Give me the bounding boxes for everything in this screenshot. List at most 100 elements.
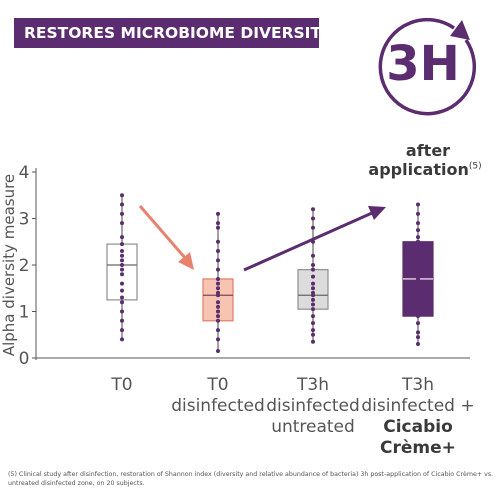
data-point (120, 202, 124, 207)
y-tick-label: 1 (19, 303, 30, 323)
data-point (311, 267, 315, 272)
data-point (216, 318, 220, 323)
data-point (311, 274, 315, 279)
data-point (120, 337, 124, 342)
chart-arrows (138, 205, 386, 272)
data-point (120, 258, 124, 263)
y-tick-label: 2 (19, 256, 30, 276)
badge-note-ref: (5) (468, 161, 482, 172)
data-point (416, 307, 420, 312)
data-point (120, 267, 124, 272)
box-series-2 (202, 211, 234, 354)
increase-arrow-head (368, 206, 386, 220)
data-point (416, 239, 420, 244)
data-point (416, 276, 420, 281)
data-point (311, 286, 315, 291)
x-tick-label: T0 (206, 375, 228, 395)
badge-application-text: application (368, 160, 469, 179)
data-point (416, 321, 420, 326)
chart-boxes (106, 193, 434, 354)
data-point (416, 330, 420, 335)
data-point (216, 249, 220, 254)
data-point (416, 211, 420, 216)
decrease-arrow-line (138, 205, 188, 260)
data-point (416, 267, 420, 272)
data-point (416, 272, 420, 277)
data-point (311, 314, 315, 319)
data-point (311, 253, 315, 258)
decrease-arrow-head (178, 252, 194, 270)
box-series-4 (402, 202, 434, 347)
x-tick-label: disinfected (266, 396, 360, 416)
chart-x-labels: T0 T0disinfectedT3hdisinfecteduntreatedT3… (110, 375, 474, 458)
data-point (311, 307, 315, 312)
data-point (120, 272, 124, 277)
time-badge: 3H (370, 10, 496, 136)
data-point (120, 281, 124, 286)
data-point (216, 239, 220, 244)
increase-arrow-line (243, 211, 373, 272)
data-point (216, 349, 220, 354)
data-point (311, 293, 315, 298)
data-point (416, 281, 420, 286)
data-point (120, 288, 124, 293)
data-point (311, 207, 315, 212)
data-point (216, 281, 220, 286)
box-series-1 (106, 193, 138, 342)
x-tick-label: disinfected + (361, 396, 474, 416)
data-point (216, 267, 220, 272)
data-point (416, 290, 420, 295)
data-point (120, 249, 124, 254)
data-point (120, 328, 124, 333)
data-point (311, 225, 315, 230)
data-point (311, 302, 315, 307)
y-tick-label: 4 (19, 163, 30, 183)
x-tick-label: T3h (401, 375, 434, 395)
data-point (120, 318, 124, 323)
y-axis-title: Alpha diversity measure (0, 174, 18, 356)
data-point (216, 300, 220, 305)
data-point (216, 328, 220, 333)
data-point (416, 221, 420, 226)
data-point (311, 321, 315, 326)
data-point (120, 295, 124, 300)
y-tick-label: 0 (19, 349, 30, 369)
y-tick-label: 3 (19, 210, 30, 230)
headline-banner: RESTORES MICROBIOME DIVERSITY (14, 18, 332, 48)
data-point (120, 242, 124, 247)
data-point (216, 276, 220, 281)
data-point (416, 300, 420, 305)
x-tick-label: Crème+ (380, 438, 456, 458)
data-point (311, 263, 315, 267)
data-point (120, 309, 124, 314)
data-point (216, 225, 220, 230)
data-point (311, 328, 315, 333)
badge-after-label: after (405, 141, 451, 160)
data-point (120, 235, 124, 240)
badge-time-label: 3H (386, 36, 460, 92)
footnote: (5) Clinical study after disinfection, r… (8, 471, 494, 487)
data-point (216, 258, 220, 263)
data-point (416, 335, 420, 340)
x-tick-label: Cicabio (383, 417, 453, 437)
data-point (416, 228, 420, 233)
data-point (120, 300, 124, 305)
data-point (311, 281, 315, 286)
data-point (311, 216, 315, 221)
data-point (416, 258, 420, 263)
badge-application-label: application(5) (351, 160, 499, 179)
data-point (120, 253, 124, 258)
data-point (120, 263, 124, 267)
circular-arrow-icon (378, 17, 477, 116)
x-tick-label: disinfected (171, 396, 265, 416)
data-point (216, 221, 220, 226)
data-point (216, 293, 220, 298)
data-point (416, 342, 420, 347)
data-point (216, 314, 220, 319)
data-point (416, 249, 420, 254)
data-point (416, 202, 420, 207)
data-point (120, 211, 124, 216)
box-iqr (202, 278, 234, 322)
